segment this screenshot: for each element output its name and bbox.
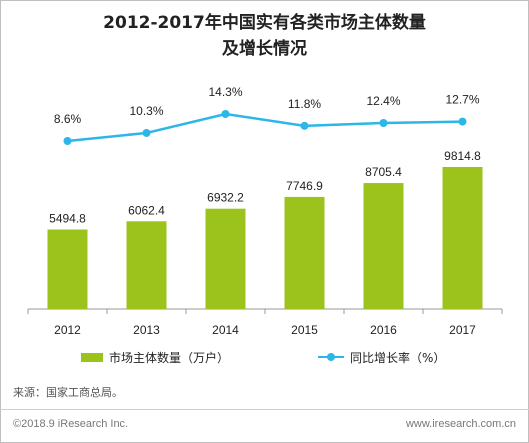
legend-line-swatch xyxy=(318,352,344,362)
source-note: 来源：国家工商总局。 xyxy=(13,386,123,399)
bar-2017 xyxy=(442,167,483,309)
bar-label-2012: 5494.8 xyxy=(49,212,86,226)
bar-label-2015: 7746.9 xyxy=(286,179,323,193)
copyright: ©2018.9 iResearch Inc. xyxy=(13,418,129,430)
bar-label-2017: 9814.8 xyxy=(444,149,481,163)
legend-bar-label: 市场主体数量（万户） xyxy=(109,350,230,365)
bar-2016 xyxy=(363,183,404,309)
x-tick-2012: 2012 xyxy=(54,323,81,337)
bar-label-2014: 6932.2 xyxy=(207,191,244,205)
chart-title-line2: 及增长情况 xyxy=(222,39,307,59)
growth-point-2014 xyxy=(221,110,230,118)
chart-title: 2012-2017年中国实有各类市场主体数量 及增长情况 xyxy=(0,10,529,62)
growth-label-2016: 12.4% xyxy=(366,94,400,108)
bar-2013 xyxy=(126,221,167,309)
x-tick-2017: 2017 xyxy=(449,323,476,337)
footer-divider xyxy=(0,409,529,410)
growth-label-2014: 14.3% xyxy=(208,85,242,99)
growth-point-2012 xyxy=(63,137,72,145)
bar-2012 xyxy=(47,229,88,309)
legend-bar-swatch xyxy=(81,352,103,362)
growth-label-2012: 8.6% xyxy=(54,112,82,126)
growth-point-2013 xyxy=(142,128,151,137)
x-tick-2015: 2015 xyxy=(291,323,318,337)
x-tick-2016: 2016 xyxy=(370,323,397,337)
legend-item-bar: 市场主体数量（万户） xyxy=(81,349,229,365)
growth-point-2016 xyxy=(379,119,388,127)
growth-line xyxy=(67,112,463,143)
website: www.iresearch.com.cn xyxy=(405,418,516,430)
growth-point-2015 xyxy=(300,121,309,130)
bar-2015 xyxy=(284,196,325,309)
x-tick-2013: 2013 xyxy=(133,323,160,337)
growth-point-2017 xyxy=(458,117,467,126)
bar-label-2013: 6062.4 xyxy=(128,203,165,217)
growth-label-2015: 11.8% xyxy=(288,97,321,111)
legend-line-label: 同比增长率（%） xyxy=(350,350,446,365)
growth-label-2017: 12.7% xyxy=(445,93,479,107)
bar-2014 xyxy=(205,208,246,309)
x-tick-2014: 2014 xyxy=(212,323,239,337)
chart-title-line1: 2012-2017年中国实有各类市场主体数量 xyxy=(103,13,426,33)
legend-item-line: 同比增长率（%） xyxy=(318,349,445,365)
bar-label-2016: 8705.4 xyxy=(365,165,402,179)
growth-label-2013: 10.3% xyxy=(129,104,163,118)
